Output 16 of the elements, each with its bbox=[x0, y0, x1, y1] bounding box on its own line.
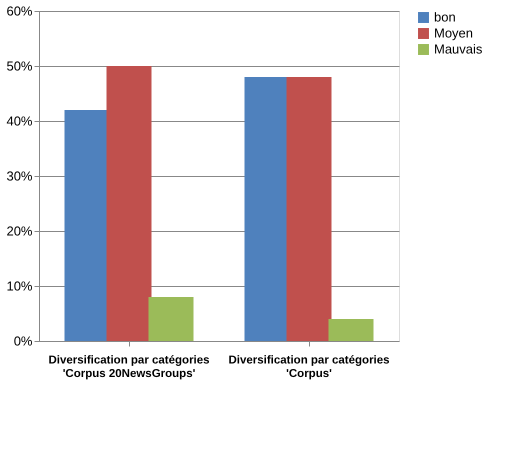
bar bbox=[328, 319, 374, 341]
bar bbox=[106, 66, 152, 341]
y-tick-label: 10% bbox=[6, 278, 33, 294]
legend-label: Moyen bbox=[434, 26, 474, 40]
y-tick-label: 0% bbox=[14, 334, 33, 348]
y-tick-label: 30% bbox=[6, 168, 33, 184]
legend-label: Mauvais bbox=[434, 42, 483, 56]
x-tick-label: Diversification par catégories 'Corpus 20NewsGroups' bbox=[48, 354, 210, 380]
legend-label: bon bbox=[434, 10, 456, 24]
y-tick-label: 40% bbox=[6, 114, 33, 128]
x-tick-label: Diversification par catégories 'Corpus' bbox=[228, 354, 390, 380]
y-tick-label: 20% bbox=[6, 224, 33, 238]
y-tick-label: 60% bbox=[6, 4, 33, 18]
bar bbox=[286, 77, 332, 341]
bar bbox=[148, 297, 194, 341]
y-tick-label: 50% bbox=[6, 58, 33, 74]
